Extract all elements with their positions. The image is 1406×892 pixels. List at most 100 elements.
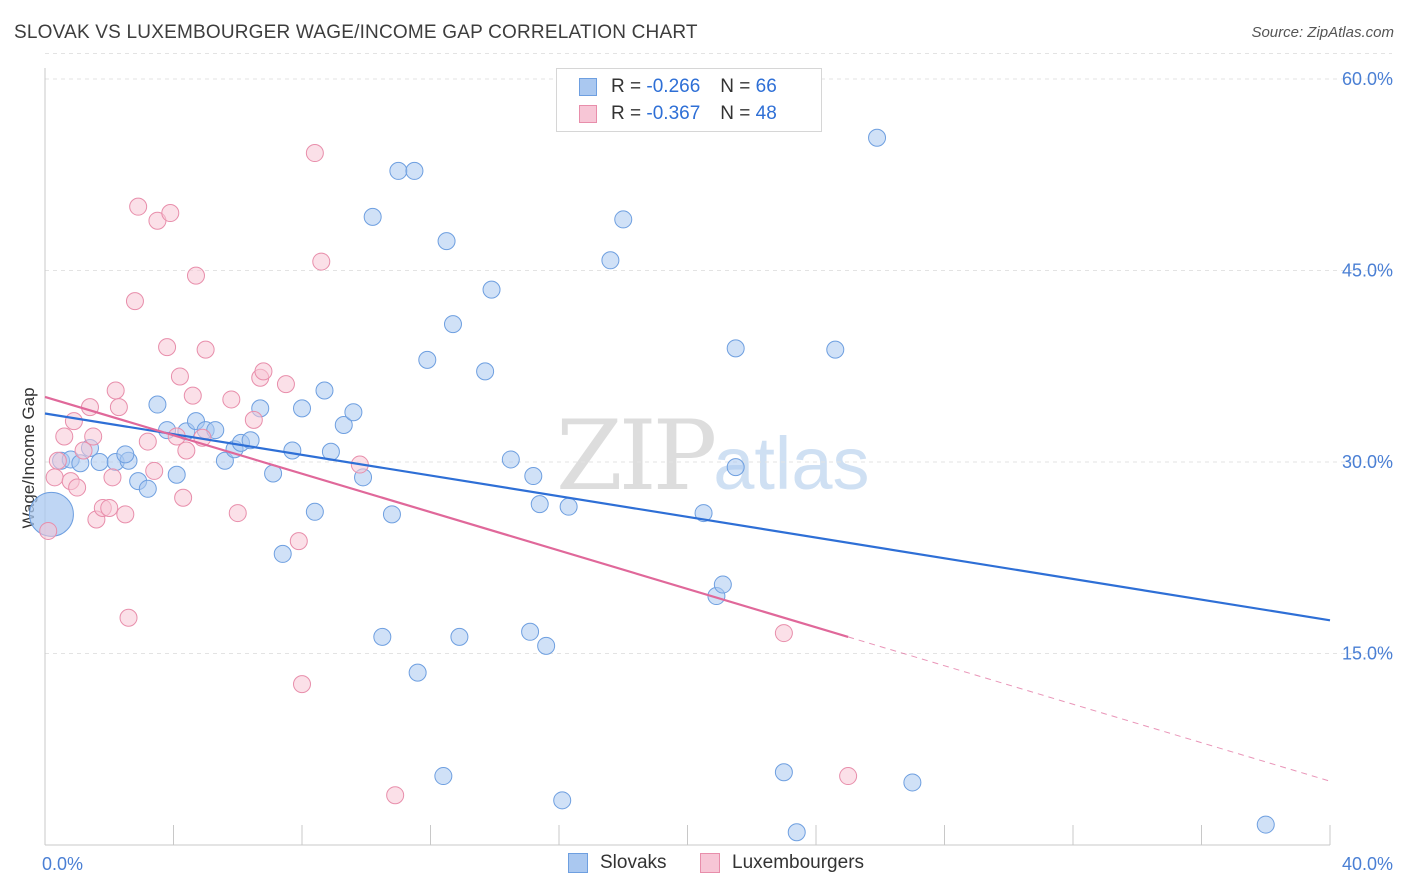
- legend-r-value: -0.367: [646, 103, 701, 124]
- trend-line-luxembourgers-extension: [847, 636, 1331, 782]
- point-luxembourgers: [386, 786, 405, 805]
- series-legend: Slovaks Luxembourgers: [0, 852, 1406, 876]
- point-luxembourgers: [276, 375, 295, 394]
- y-axis-label: Wage/Income Gap: [19, 387, 38, 528]
- point-luxembourgers: [109, 398, 128, 417]
- watermark-zip: ZIP: [556, 400, 717, 512]
- point-luxembourgers: [228, 504, 247, 523]
- point-slovaks: [241, 431, 260, 450]
- x-tick-label: 0.0%: [42, 854, 83, 874]
- point-slovaks: [363, 207, 382, 226]
- point-slovaks: [283, 441, 302, 460]
- point-luxembourgers: [145, 461, 164, 480]
- point-luxembourgers: [48, 451, 67, 470]
- point-slovaks: [601, 251, 620, 270]
- y-tick-label: 45.0%: [1342, 261, 1393, 281]
- point-luxembourgers: [84, 427, 103, 446]
- point-luxembourgers: [64, 412, 83, 431]
- point-slovaks: [418, 350, 437, 369]
- point-slovaks: [553, 791, 572, 810]
- point-slovaks: [524, 467, 543, 486]
- trend-line-luxembourgers: [44, 395, 849, 638]
- point-luxembourgers: [196, 340, 215, 359]
- point-slovaks: [726, 339, 745, 358]
- chart-title: SLOVAK VS LUXEMBOURGER WAGE/INCOME GAP C…: [14, 22, 698, 43]
- point-luxembourgers: [125, 292, 144, 311]
- series-legend-luxembourgers: Luxembourgers: [700, 852, 864, 874]
- y-tick-label: 30.0%: [1342, 452, 1393, 472]
- legend-r-label: R =: [611, 103, 642, 124]
- point-luxembourgers: [116, 505, 135, 524]
- series-label-slovaks: Slovaks: [600, 852, 667, 873]
- point-luxembourgers: [119, 608, 138, 627]
- x-tick-label: 40.0%: [1342, 854, 1393, 874]
- point-luxembourgers: [55, 427, 74, 446]
- point-luxembourgers: [39, 521, 58, 540]
- point-luxembourgers: [186, 266, 205, 285]
- point-luxembourgers: [305, 144, 324, 163]
- point-slovaks: [215, 451, 234, 470]
- legend-n-label: N =: [720, 103, 751, 124]
- point-slovaks: [726, 458, 745, 477]
- point-luxembourgers: [45, 468, 64, 487]
- watermark: ZIPatlas: [556, 400, 870, 512]
- legend-row-slovaks: R = -0.266 N = 66: [579, 75, 777, 99]
- point-luxembourgers: [138, 432, 157, 451]
- point-luxembourgers: [254, 362, 273, 381]
- point-luxembourgers: [174, 488, 193, 507]
- point-luxembourgers: [74, 441, 93, 460]
- point-slovaks: [334, 415, 353, 434]
- point-luxembourgers: [68, 478, 87, 497]
- point-slovaks: [530, 495, 549, 514]
- point-luxembourgers: [177, 441, 196, 460]
- point-slovaks: [408, 663, 427, 682]
- point-slovaks: [713, 575, 732, 594]
- legend-swatch-slovaks: [579, 78, 597, 96]
- point-slovaks: [90, 453, 109, 471]
- y-tick-label: 15.0%: [1342, 644, 1393, 664]
- point-slovaks: [614, 210, 633, 229]
- point-slovaks: [437, 232, 456, 251]
- point-slovaks: [450, 627, 469, 646]
- point-luxembourgers: [312, 252, 331, 271]
- point-slovaks: [273, 544, 292, 563]
- legend-n-value: 66: [755, 76, 777, 97]
- point-luxembourgers: [183, 386, 202, 405]
- point-slovaks: [305, 502, 324, 521]
- legend-row-luxembourgers: R = -0.367 N = 48: [579, 102, 777, 126]
- point-slovaks: [344, 403, 363, 422]
- point-luxembourgers: [106, 381, 125, 400]
- legend-swatch-luxembourgers: [579, 105, 597, 123]
- point-luxembourgers: [774, 624, 793, 643]
- series-swatch-luxembourgers: [700, 853, 720, 873]
- series-legend-slovaks: Slovaks: [568, 852, 667, 874]
- point-slovaks: [501, 450, 520, 469]
- series-label-luxembourgers: Luxembourgers: [732, 852, 865, 873]
- point-luxembourgers: [222, 390, 241, 409]
- point-slovaks: [787, 823, 806, 842]
- point-luxembourgers: [103, 468, 122, 487]
- point-slovaks: [389, 161, 408, 180]
- point-slovaks: [774, 763, 793, 782]
- point-slovaks: [476, 362, 495, 381]
- point-slovaks: [315, 381, 334, 400]
- point-slovaks: [373, 627, 392, 646]
- point-luxembourgers: [129, 197, 148, 216]
- point-slovaks: [167, 465, 186, 484]
- point-slovaks: [868, 128, 887, 147]
- point-slovaks: [382, 505, 401, 524]
- point-slovaks: [826, 340, 845, 359]
- point-slovaks: [148, 395, 167, 414]
- point-luxembourgers: [244, 410, 263, 429]
- point-luxembourgers: [170, 367, 189, 386]
- point-slovaks: [443, 315, 462, 334]
- point-slovaks: [694, 504, 713, 523]
- source-credit: Source: ZipAtlas.com: [1251, 24, 1394, 41]
- point-slovaks: [293, 399, 311, 418]
- point-slovaks: [537, 636, 556, 655]
- point-slovaks: [559, 497, 578, 516]
- y-tick-label: 60.0%: [1342, 69, 1393, 89]
- point-slovaks: [1256, 815, 1275, 834]
- point-slovaks: [434, 767, 453, 786]
- series-swatch-slovaks: [568, 853, 588, 873]
